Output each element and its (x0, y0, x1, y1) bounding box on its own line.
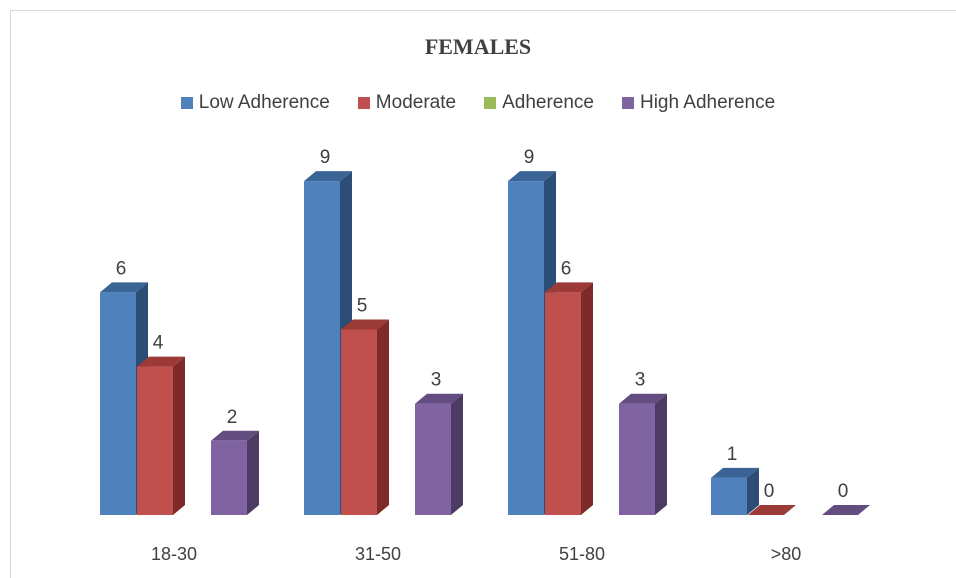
bar-top (304, 171, 352, 182)
bar-front (137, 366, 173, 515)
category-label: >80 (771, 544, 802, 564)
legend: Low Adherence Moderate Adherence High Ad… (0, 92, 956, 114)
frame-border-top (10, 10, 956, 11)
bar-front (304, 181, 340, 515)
bar-high-adherence-1 (415, 393, 463, 515)
legend-item-adherence: Adherence (484, 92, 594, 114)
bar-front (545, 292, 581, 515)
bar-front (619, 403, 655, 515)
legend-swatch-adherence (484, 97, 497, 109)
data-label: 3 (431, 370, 442, 391)
legend-item-moderate: Moderate (357, 92, 457, 114)
data-label: 4 (153, 333, 164, 354)
chart-title: FEMALES (424, 34, 532, 59)
bar-front (415, 403, 451, 515)
bar-high-adherence-0 (211, 430, 259, 515)
bar-top (711, 467, 759, 478)
bar-front (341, 329, 377, 515)
data-label: 0 (838, 481, 849, 502)
bar-side (377, 319, 389, 515)
legend-label-low-adherence: Low Adherence (198, 92, 330, 113)
data-label: 2 (227, 407, 238, 428)
category-label: 31-50 (355, 544, 401, 564)
data-label: 5 (357, 296, 368, 317)
legend-swatch-high-adherence (621, 97, 634, 109)
data-label: 9 (524, 147, 535, 168)
bar-top (415, 393, 463, 404)
bar-low-adherence-3 (711, 467, 759, 515)
bar-top (341, 319, 389, 330)
legend-label-high-adherence: High Adherence (639, 92, 776, 113)
data-label: 9 (320, 147, 331, 168)
bar-top (508, 171, 556, 182)
frame-border-left (10, 10, 11, 578)
bar-front (711, 477, 747, 515)
bar-top (211, 430, 259, 441)
bar-side (655, 393, 667, 515)
bar-front (100, 292, 136, 515)
bar-moderate-2 (545, 282, 593, 515)
legend-label-moderate: Moderate (375, 92, 457, 113)
bar-side (173, 356, 185, 515)
bar-front (508, 181, 544, 515)
legend-item-low-adherence: Low Adherence (180, 92, 330, 114)
bar-moderate-1 (341, 319, 389, 515)
category-label: 51-80 (559, 544, 605, 564)
legend-swatch-low-adherence (180, 97, 193, 109)
legend-label-adherence: Adherence (502, 92, 594, 113)
data-label: 0 (764, 481, 775, 502)
bar-high-adherence-3 (822, 505, 870, 515)
bar-side (747, 467, 759, 515)
bar-top (822, 505, 870, 515)
bar-side (451, 393, 463, 515)
bar-high-adherence-2 (619, 393, 667, 515)
bar-moderate-3 (748, 505, 796, 515)
legend-item-high-adherence: High Adherence (621, 92, 776, 114)
bar-side (247, 430, 259, 515)
category-label: 18-30 (151, 544, 197, 564)
bar-moderate-0 (137, 356, 185, 515)
bar-top (619, 393, 667, 404)
legend-swatch-moderate (357, 97, 370, 109)
bar-top (545, 282, 593, 293)
data-label: 6 (116, 258, 127, 279)
bar-front (211, 440, 247, 515)
bar-side (581, 282, 593, 515)
data-label: 6 (561, 258, 572, 279)
data-label: 3 (635, 370, 646, 391)
data-label: 1 (727, 444, 738, 465)
bar-top (100, 282, 148, 293)
bar-top (137, 356, 185, 367)
bar-top (748, 505, 796, 515)
